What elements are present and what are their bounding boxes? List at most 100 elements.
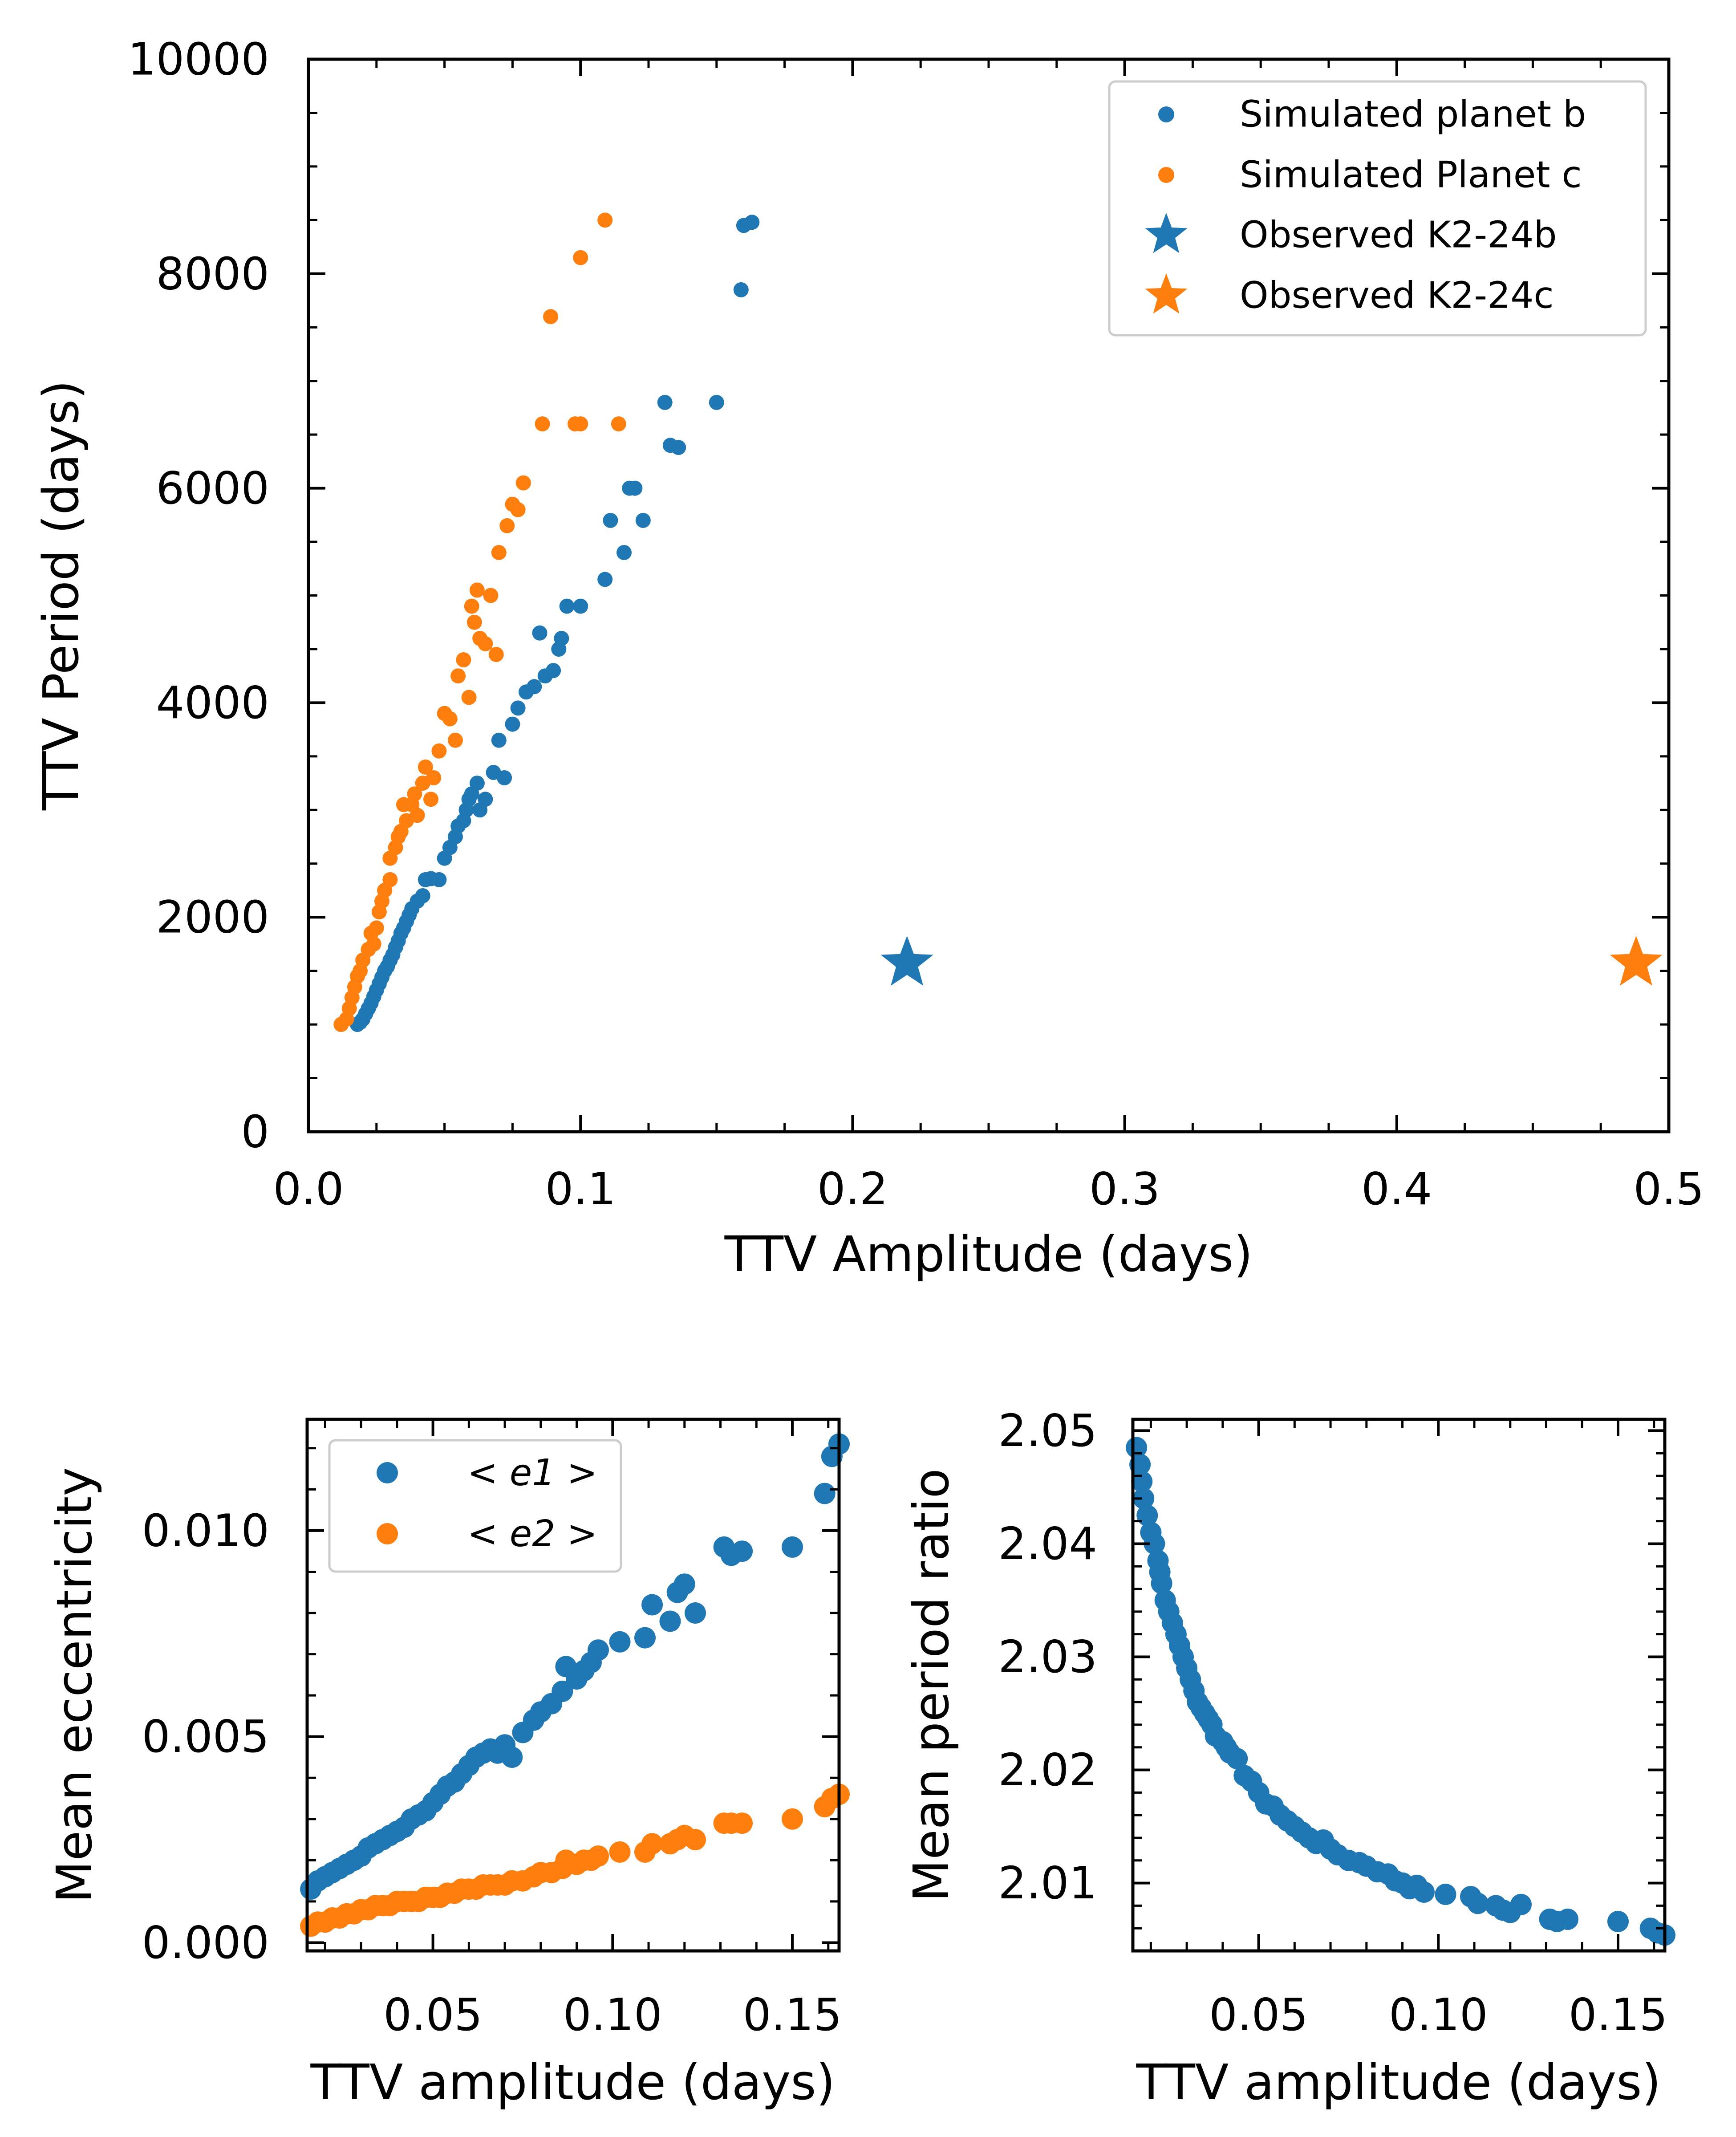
data-point — [617, 545, 632, 561]
data-point — [532, 625, 548, 641]
data-point — [466, 614, 482, 630]
mean-period-ratio-panel: 0.05 0.10 0.15 2.01 2.02 2.03 2.04 2.05 TTV amp… — [903, 1405, 1675, 2111]
data-point — [491, 545, 507, 561]
legend-marker-e1 — [377, 1462, 398, 1483]
period-ratio-y-axis-label: Mean period ratio — [903, 1468, 960, 1902]
data-point — [573, 416, 588, 432]
data-point — [597, 572, 613, 587]
data-point — [782, 1808, 803, 1830]
data-point — [366, 936, 381, 952]
y-tick-label: 2.02 — [998, 1744, 1097, 1796]
data-point — [423, 792, 438, 807]
y-tick-label: 8000 — [156, 248, 270, 300]
data-point — [609, 1631, 631, 1653]
data-point — [588, 1845, 609, 1867]
data-point — [1129, 1454, 1151, 1475]
x-tick-label: 0.0 — [273, 1163, 344, 1215]
data-point — [450, 668, 466, 684]
data-point — [1435, 1884, 1456, 1905]
data-point — [635, 512, 651, 528]
ttv-period-tick-labels: 0.0 0.1 0.2 0.3 0.4 0.5 0 2000 4000 6000 8000 10000 — [128, 33, 1704, 1215]
ttv-period-y-axis-label: TTV Period (days) — [32, 380, 89, 811]
data-point — [510, 502, 526, 517]
data-point — [535, 416, 550, 432]
ttv-period-plot-frame — [307, 57, 1671, 1134]
legend-frame — [1108, 80, 1647, 337]
data-point — [442, 711, 458, 727]
data-point — [634, 1627, 656, 1649]
period-ratio-points — [1126, 1437, 1675, 1946]
legend-label-e1: < e1 > — [467, 1452, 597, 1494]
data-point — [478, 636, 493, 651]
data-point — [1144, 1533, 1165, 1555]
ttv-period-x-axis-label: TTV Amplitude (days) — [724, 1226, 1253, 1283]
y-tick-label: 0.010 — [142, 1504, 269, 1556]
y-tick-label: 4000 — [156, 677, 270, 729]
legend-marker-simulated-planet-b — [1158, 106, 1174, 122]
observed-star-marker — [880, 935, 933, 986]
data-point — [597, 212, 613, 228]
legend-label-e2-text: < e2 > — [467, 1513, 597, 1555]
y-tick-label: 2.03 — [998, 1631, 1097, 1683]
data-point — [1413, 1881, 1435, 1903]
data-point — [546, 663, 561, 678]
data-point — [501, 1747, 523, 1768]
y-tick-label: 2.05 — [998, 1405, 1097, 1457]
mean-eccentricity-panel: 0.05 0.10 0.15 0.000 0.005 0.010 TTV amplitud… — [46, 1418, 850, 2111]
data-point — [1226, 1748, 1248, 1770]
data-point — [410, 808, 425, 823]
data-point — [407, 786, 422, 802]
legend-label-e2: < e2 > — [467, 1513, 597, 1555]
data-point — [659, 1610, 681, 1632]
data-point — [1557, 1908, 1578, 1930]
data-point — [1467, 1893, 1489, 1914]
data-point — [673, 1573, 695, 1595]
legend-marker-observed-k2-24b — [1145, 213, 1188, 253]
eccentricity-tick-labels: 0.05 0.10 0.15 0.000 0.005 0.010 — [142, 1504, 842, 2041]
data-point — [415, 888, 430, 903]
data-point — [499, 518, 515, 533]
data-point — [515, 475, 531, 491]
period-ratio-tick-labels: 0.05 0.10 0.15 2.01 2.02 2.03 2.04 2.05 — [998, 1405, 1667, 2041]
data-point — [554, 630, 569, 646]
data-point — [1510, 1893, 1532, 1915]
eccentricity-plot-frame — [305, 1418, 841, 1953]
legend-label-observed-k2-24c: Observed K2-24c — [1240, 275, 1554, 317]
data-point — [382, 872, 398, 887]
data-point — [426, 770, 442, 785]
data-point — [461, 690, 477, 705]
x-tick-label: 0.1 — [545, 1163, 616, 1215]
data-point — [657, 394, 673, 410]
data-point — [469, 582, 485, 598]
x-tick-label: 0.2 — [817, 1163, 888, 1215]
data-point — [510, 700, 526, 716]
y-tick-label: 0.005 — [142, 1710, 269, 1763]
data-point — [744, 215, 760, 230]
data-point — [1126, 1437, 1148, 1459]
data-point — [497, 770, 512, 785]
x-tick-label: 0.10 — [1389, 1989, 1488, 2041]
legend-label-simulated-planet-c: Simulated Planet c — [1240, 154, 1582, 196]
data-point — [685, 1602, 706, 1624]
data-point — [627, 480, 643, 496]
data-point — [431, 743, 447, 759]
data-point — [483, 588, 499, 603]
data-point — [559, 598, 575, 614]
period-ratio-plot-frame — [1131, 1418, 1667, 1953]
data-point — [543, 309, 558, 325]
x-tick-label: 0.05 — [383, 1989, 483, 2041]
data-point — [431, 872, 447, 887]
data-point — [611, 416, 626, 432]
y-tick-label: 0.000 — [142, 1917, 269, 1969]
data-point — [731, 1812, 753, 1834]
legend-marker-observed-k2-24c — [1145, 273, 1188, 314]
ttv-period-legend: Simulated planet b Simulated Planet c Ob… — [1108, 80, 1647, 337]
data-point — [588, 1639, 609, 1661]
data-point — [731, 1540, 753, 1562]
data-point — [609, 1841, 631, 1863]
data-point — [478, 792, 493, 807]
data-point — [552, 1680, 573, 1702]
ttv-period-points — [333, 212, 1663, 1032]
y-tick-label: 0 — [241, 1106, 269, 1158]
